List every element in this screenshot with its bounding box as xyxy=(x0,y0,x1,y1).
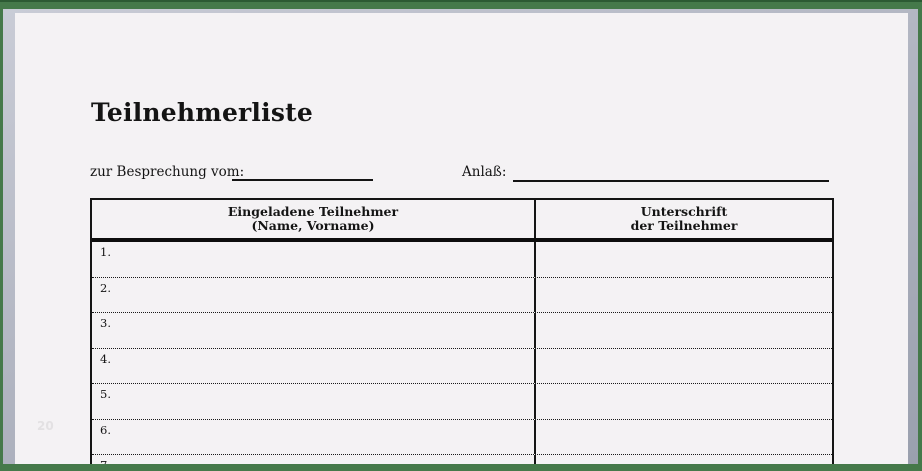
row-number: 5. xyxy=(100,387,111,401)
page-number-watermark: 20 xyxy=(37,419,54,433)
table-row: 1. xyxy=(92,242,832,278)
name-cell[interactable]: 5. xyxy=(92,384,536,419)
row-number: 2. xyxy=(100,280,111,295)
signature-cell[interactable] xyxy=(536,242,832,277)
participant-table: Eingeladene Teilnehmer (Name, Vorname) U… xyxy=(90,198,834,464)
document-page: Teilnehmerliste zur Besprechung vom: Anl… xyxy=(15,13,908,464)
signature-cell[interactable] xyxy=(536,455,832,464)
row-number: 4. xyxy=(100,351,111,366)
header-cell-participants: Eingeladene Teilnehmer (Name, Vorname) xyxy=(92,200,536,238)
name-cell[interactable]: 6. xyxy=(92,419,536,454)
row-number: 3. xyxy=(100,316,111,330)
table-row: 7. xyxy=(92,455,832,464)
header-signature-line1: Unterschrift xyxy=(640,204,728,219)
row-number: 1. xyxy=(100,245,111,259)
table-row: 4. xyxy=(92,348,832,384)
name-cell[interactable]: 3. xyxy=(92,313,536,348)
signature-cell[interactable] xyxy=(536,278,832,313)
name-cell[interactable]: 2. xyxy=(92,277,536,312)
table-row: 6. xyxy=(92,419,832,455)
header-signature-line2: der Teilnehmer xyxy=(630,218,738,233)
occasion-label: Anlaß: xyxy=(462,164,507,180)
table-row: 2. xyxy=(92,277,832,313)
table-header-row: Eingeladene Teilnehmer (Name, Vorname) U… xyxy=(92,200,832,242)
name-cell[interactable]: 7. xyxy=(92,455,536,464)
signature-cell[interactable] xyxy=(536,420,832,455)
name-cell[interactable]: 1. xyxy=(92,242,536,277)
header-participants-line2: (Name, Vorname) xyxy=(251,218,375,233)
name-cell[interactable]: 4. xyxy=(92,348,536,383)
occasion-field[interactable] xyxy=(513,180,829,182)
signature-cell[interactable] xyxy=(536,313,832,348)
table-row: 5. xyxy=(92,384,832,420)
signature-cell[interactable] xyxy=(536,384,832,419)
signature-cell[interactable] xyxy=(536,349,832,384)
row-number: 6. xyxy=(100,422,111,437)
page-title: Teilnehmerliste xyxy=(91,98,313,127)
header-participants-line1: Eingeladene Teilnehmer xyxy=(227,204,399,219)
meeting-date-field[interactable] xyxy=(232,179,373,181)
header-cell-signature: Unterschrift der Teilnehmer xyxy=(536,200,832,238)
row-number: 7. xyxy=(100,458,111,464)
table-row: 3. xyxy=(92,313,832,349)
green-border-top-edge xyxy=(0,0,922,2)
meeting-date-label: zur Besprechung vom: xyxy=(90,164,245,180)
